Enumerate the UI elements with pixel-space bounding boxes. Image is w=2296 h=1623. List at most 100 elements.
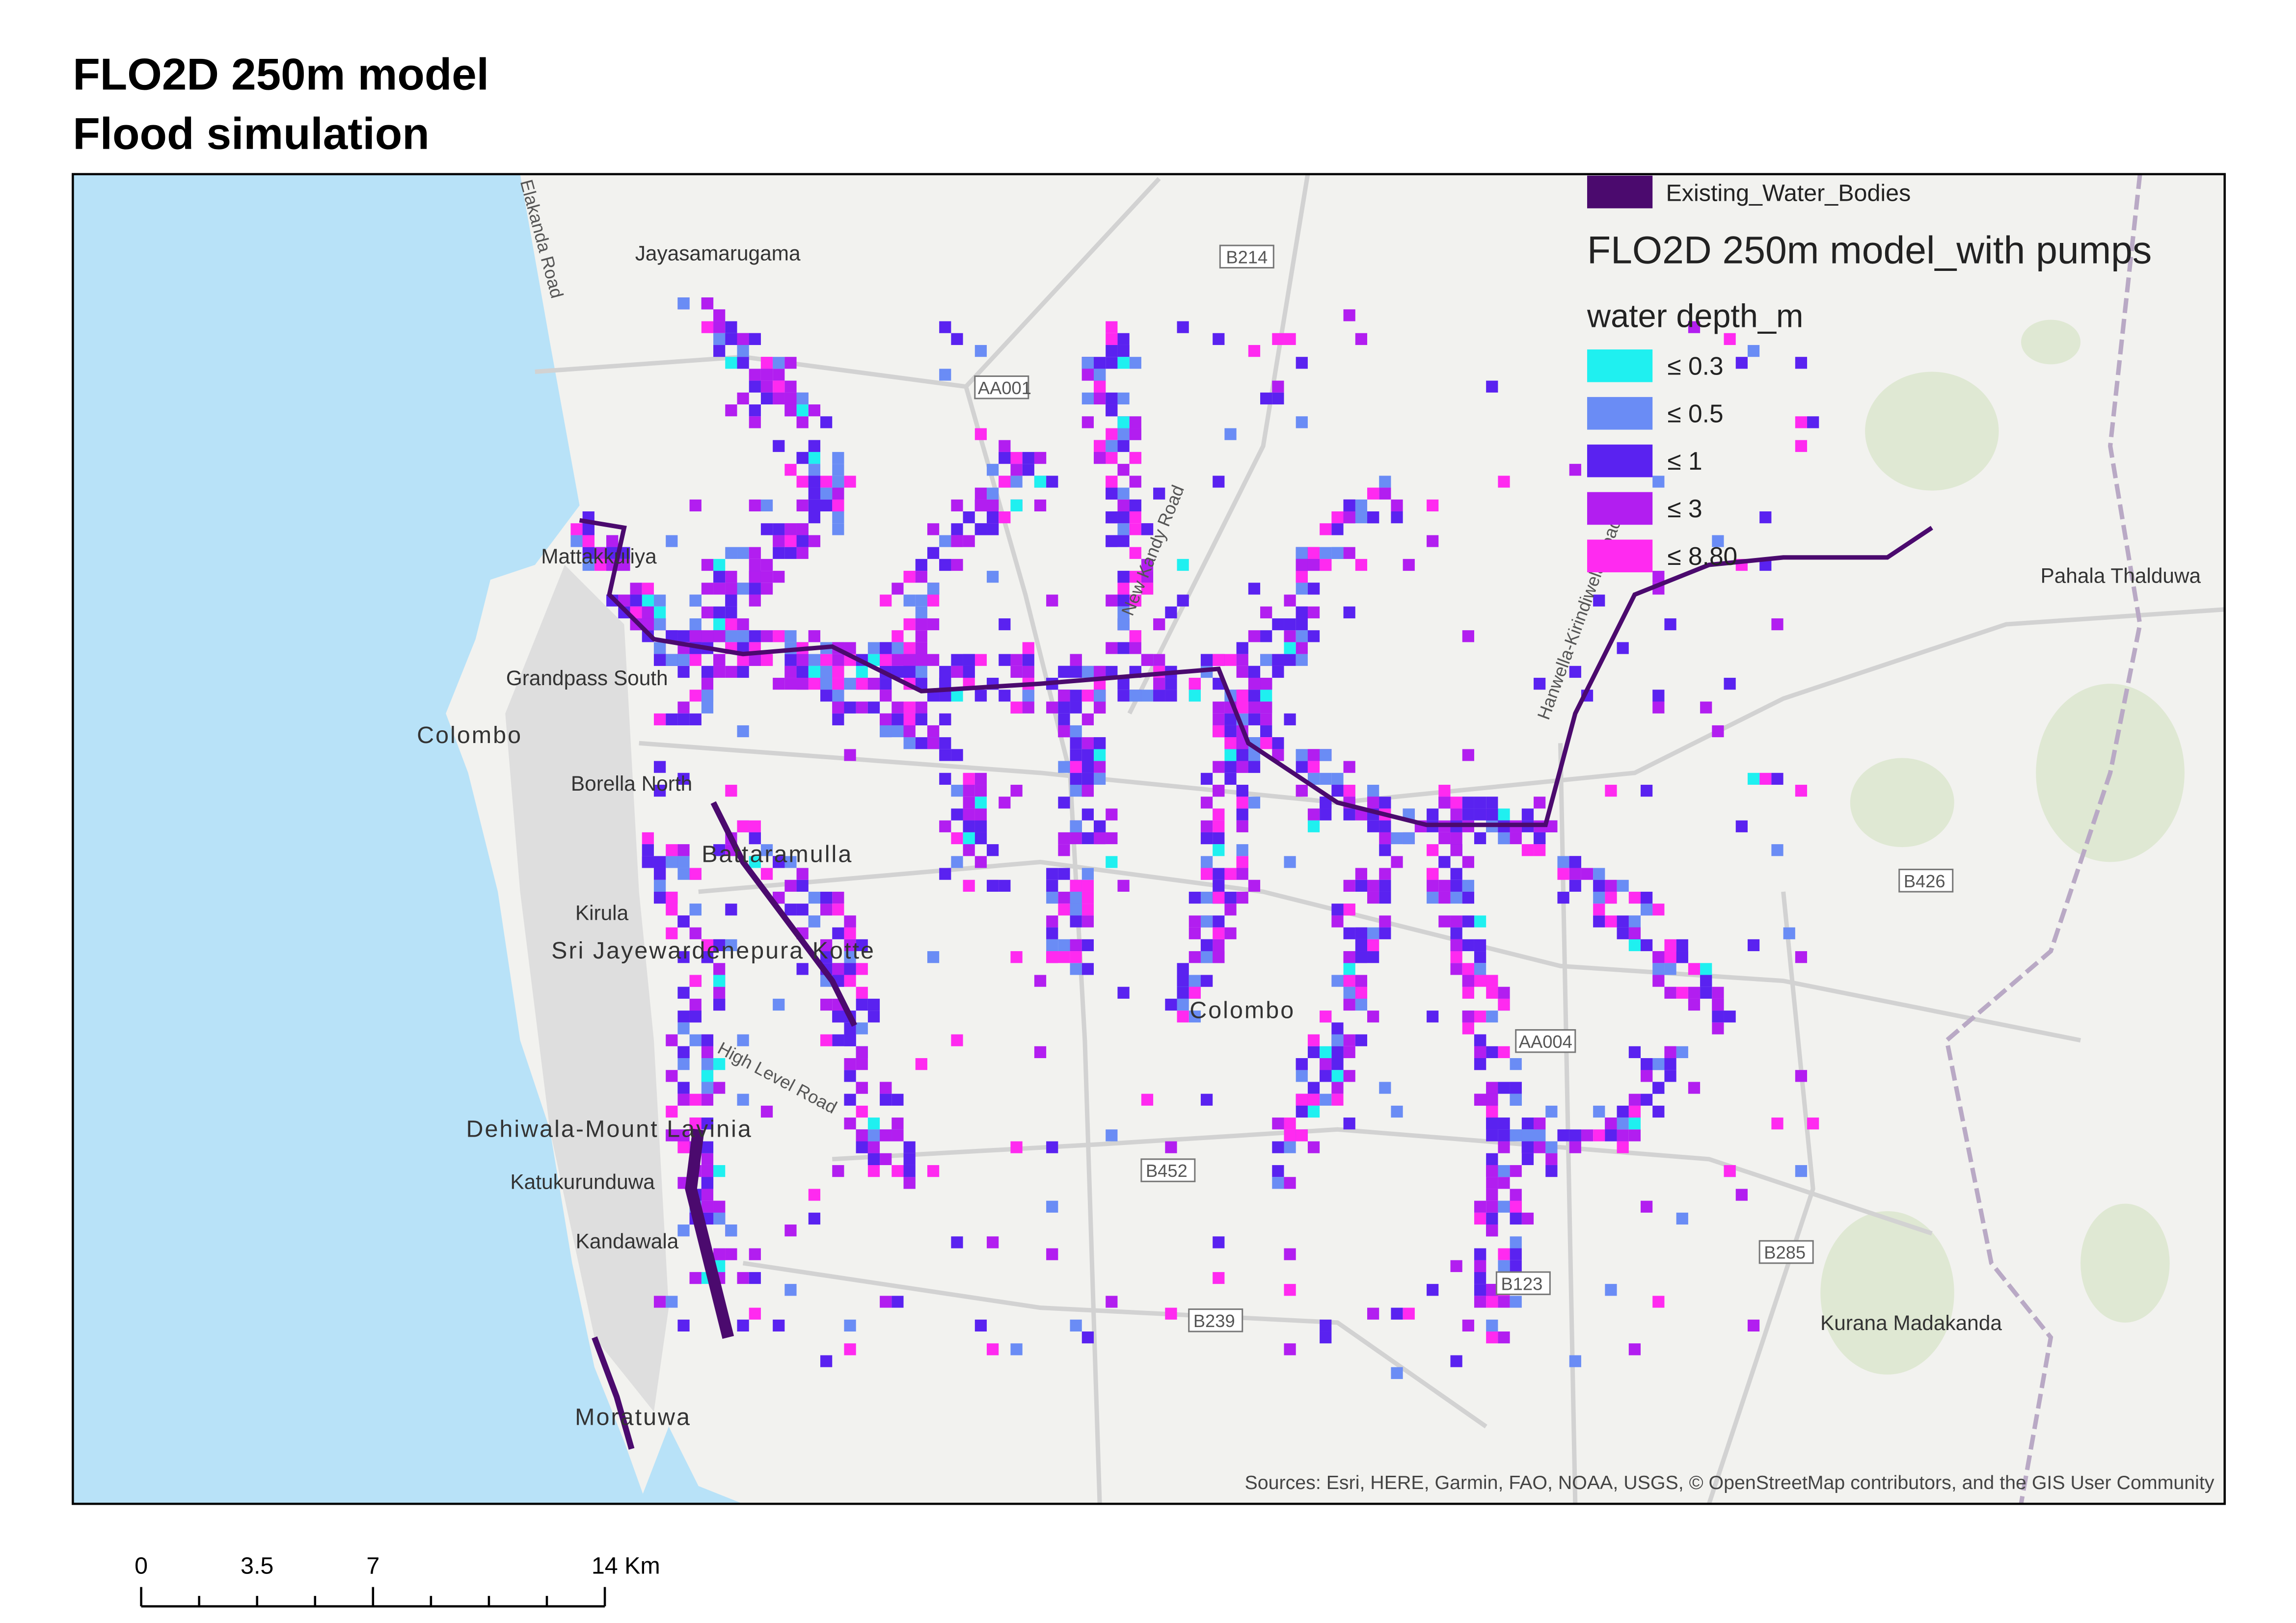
flood-cell	[1320, 749, 1332, 761]
flood-cell	[1367, 879, 1379, 892]
flood-cell	[867, 1117, 880, 1130]
flood-cell	[689, 713, 702, 725]
legend-label: ≤ 0.3	[1668, 352, 1724, 380]
flood-cell	[867, 1129, 880, 1142]
flood-cell	[1427, 844, 1439, 856]
flood-cell	[1094, 440, 1106, 452]
flood-cell	[1141, 654, 1154, 666]
flood-cell	[1200, 975, 1213, 987]
flood-cell	[1617, 927, 1629, 939]
flood-cell	[974, 487, 987, 500]
flood-cell	[1498, 1117, 1510, 1130]
flood-cell	[974, 772, 987, 785]
flood-cell	[701, 701, 714, 714]
flood-cell	[773, 392, 785, 405]
flood-cell	[713, 998, 726, 1011]
flood-cell	[856, 1129, 868, 1142]
water-body	[592, 1336, 635, 1450]
flood-cell	[1296, 1093, 1308, 1106]
flood-cell	[1106, 832, 1118, 845]
flood-cell	[1248, 690, 1261, 702]
flood-cell	[677, 665, 690, 678]
flood-cell	[1272, 380, 1284, 393]
flood-cell	[725, 939, 737, 952]
road-shield: B239	[1193, 1311, 1235, 1331]
flood-cell	[1641, 1058, 1653, 1070]
flood-cell	[713, 986, 726, 999]
flood-cell	[1343, 904, 1355, 916]
flood-cell	[1617, 1141, 1629, 1153]
flood-cell	[1213, 832, 1225, 845]
flood-cell	[1224, 654, 1237, 666]
flood-cell	[1498, 1129, 1510, 1142]
flood-cell	[773, 357, 785, 369]
flood-cell	[808, 511, 821, 524]
flood-cell	[1486, 1165, 1498, 1177]
flood-cell	[963, 772, 975, 785]
flood-cell	[1795, 357, 1808, 369]
flood-cell	[1272, 1165, 1284, 1177]
flood-cell	[1129, 452, 1141, 464]
flood-cell	[582, 559, 594, 571]
flood-cell	[880, 1082, 892, 1094]
flood-cell	[1379, 844, 1391, 856]
flood-cell	[1355, 951, 1368, 963]
flood-cell	[1153, 487, 1165, 500]
flood-cell	[974, 797, 987, 809]
flood-cell	[1010, 464, 1023, 476]
flood-cell	[737, 630, 749, 642]
flood-cell	[1343, 998, 1355, 1011]
flood-cell	[951, 690, 963, 702]
flood-cell	[773, 440, 785, 452]
flood-cell	[1081, 772, 1094, 785]
legend-swatch	[1587, 175, 1653, 209]
flood-cell	[1307, 1093, 1320, 1106]
flood-cell	[927, 594, 940, 607]
place-label: Moratuwa	[575, 1404, 691, 1431]
flood-cell	[1593, 594, 1605, 607]
flood-cell	[666, 856, 678, 868]
flood-cell	[1284, 713, 1296, 725]
flood-cell	[1664, 963, 1676, 975]
flood-cell	[1617, 1117, 1629, 1130]
flood-cell	[1331, 547, 1344, 559]
map-frame: Jayasamarugama Mattakkuliya Grandpass So…	[73, 174, 2225, 1504]
flood-cell	[832, 690, 844, 702]
flood-cell	[1165, 1141, 1177, 1153]
flood-cell	[1712, 1022, 1724, 1035]
flood-cell	[820, 678, 833, 690]
flood-cell	[856, 1105, 868, 1118]
flood-cell	[844, 1093, 856, 1106]
flood-cell	[1296, 618, 1308, 631]
flood-cell	[725, 333, 737, 345]
flood-cell	[1438, 832, 1451, 845]
flood-cell	[1236, 761, 1248, 773]
flood-cell	[1438, 797, 1451, 809]
flood-cell	[773, 1319, 785, 1332]
flood-cell	[1510, 1200, 1522, 1213]
flood-cell	[1747, 939, 1760, 952]
flood-cell	[1343, 761, 1355, 773]
flood-cell	[820, 904, 833, 916]
flood-cell	[1498, 1331, 1510, 1344]
flood-cell	[1248, 630, 1261, 642]
flood-cell	[927, 725, 940, 738]
flood-cell	[677, 1129, 690, 1142]
flood-cell	[1058, 701, 1070, 714]
flood-cell	[903, 713, 916, 725]
flood-cell	[1521, 1153, 1534, 1165]
flood-cell	[677, 630, 690, 642]
flood-cell	[1213, 939, 1225, 952]
flood-cell	[1474, 975, 1486, 987]
flood-cell	[1117, 583, 1130, 595]
flood-cell	[820, 476, 833, 488]
flood-cell	[880, 725, 892, 738]
flood-cell	[808, 452, 821, 464]
scale-label: 14 Km	[592, 1552, 660, 1579]
flood-cell	[1628, 891, 1641, 904]
flood-cell	[903, 1141, 916, 1153]
flood-cell	[999, 690, 1011, 702]
flood-cell	[856, 963, 868, 975]
flood-cell	[808, 476, 821, 488]
flood-cell	[1617, 1129, 1629, 1142]
